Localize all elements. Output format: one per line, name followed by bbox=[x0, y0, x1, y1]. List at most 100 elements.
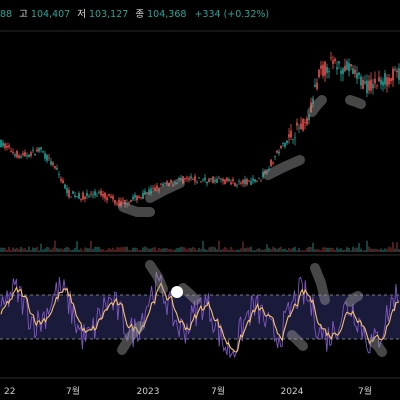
candle-body bbox=[54, 166, 56, 169]
volume-bar bbox=[10, 249, 12, 252]
volume-bar bbox=[218, 240, 220, 252]
candle-body bbox=[76, 196, 78, 198]
candle-body bbox=[334, 58, 336, 62]
volume-bar bbox=[198, 248, 200, 252]
high-value: 104,407 bbox=[30, 9, 71, 20]
candle-body bbox=[144, 191, 146, 196]
candle-body bbox=[142, 192, 144, 199]
candle-body bbox=[312, 98, 314, 104]
candle-body bbox=[204, 177, 206, 181]
candle-body bbox=[42, 151, 44, 153]
indicator-band bbox=[0, 295, 400, 339]
candle-body bbox=[38, 147, 40, 152]
candle-body bbox=[180, 178, 182, 180]
volume-bar bbox=[106, 249, 108, 252]
candle-body bbox=[208, 178, 210, 183]
candle-body bbox=[166, 181, 168, 184]
candle-body bbox=[128, 202, 130, 204]
candle-body bbox=[222, 179, 224, 182]
highlight-mark bbox=[145, 178, 185, 203]
volume-bar bbox=[240, 248, 242, 252]
candle-body bbox=[12, 151, 14, 153]
candle-body bbox=[272, 162, 274, 164]
candle-body bbox=[378, 77, 380, 82]
candle-body bbox=[310, 102, 312, 113]
volume-bar bbox=[2, 247, 4, 252]
volume-bar bbox=[122, 247, 124, 252]
highlight-mark bbox=[145, 260, 168, 294]
x-tick-label: 2024 bbox=[281, 387, 304, 397]
candle-body bbox=[336, 67, 338, 70]
close-label: 종 bbox=[135, 9, 145, 20]
candle-body bbox=[238, 181, 240, 183]
candle-body bbox=[376, 84, 378, 86]
candle-body bbox=[198, 177, 200, 179]
volume-bar bbox=[358, 242, 360, 252]
price-pane[interactable] bbox=[0, 51, 400, 208]
candle-body bbox=[314, 84, 316, 87]
volume-bar bbox=[256, 248, 258, 252]
volume-bar bbox=[292, 247, 294, 252]
candle-body bbox=[396, 70, 398, 73]
candle-body bbox=[82, 192, 84, 200]
candle-body bbox=[44, 153, 46, 159]
volume-bar bbox=[136, 247, 138, 252]
candle-body bbox=[34, 153, 36, 156]
volume-bar bbox=[12, 247, 14, 252]
candle-body bbox=[92, 194, 94, 196]
candle-body bbox=[234, 182, 236, 187]
candle-body bbox=[210, 178, 212, 180]
volume-bar bbox=[208, 247, 210, 252]
volume-bar bbox=[314, 249, 316, 252]
volume-bar bbox=[4, 247, 6, 252]
volume-bar bbox=[204, 248, 206, 252]
low-value: 103,127 bbox=[89, 9, 129, 20]
volume-bar bbox=[24, 248, 26, 252]
candle-body bbox=[254, 179, 256, 182]
volume-bar bbox=[188, 247, 190, 252]
time-axis: 22 7월 2023 7월 2024 7월 bbox=[0, 377, 400, 397]
indicator-pane[interactable] bbox=[0, 271, 400, 359]
volume-bar bbox=[150, 248, 152, 252]
volume-bar bbox=[154, 247, 156, 252]
candle-body bbox=[270, 159, 272, 167]
volume-bar bbox=[342, 250, 344, 252]
volume-bar bbox=[46, 246, 48, 252]
candle-body bbox=[132, 196, 134, 200]
volume-bar bbox=[306, 247, 308, 252]
highlight-mark bbox=[118, 202, 155, 217]
candle-body bbox=[110, 196, 112, 198]
volume-bar bbox=[318, 249, 320, 252]
volume-bar bbox=[168, 249, 170, 252]
candle-body bbox=[294, 137, 296, 139]
candle-body bbox=[230, 182, 232, 185]
candle-body bbox=[112, 196, 114, 200]
volume-bar bbox=[52, 247, 54, 252]
x-tick-label: 7월 bbox=[358, 385, 372, 397]
volume-bar bbox=[308, 246, 310, 252]
volume-bar bbox=[392, 242, 394, 252]
candle-body bbox=[138, 196, 140, 198]
highlight-mark bbox=[263, 155, 305, 180]
candle-body bbox=[298, 127, 300, 129]
candle-body bbox=[32, 149, 34, 151]
low-label: 저 bbox=[77, 9, 86, 20]
candle-body bbox=[206, 181, 208, 184]
candle-body bbox=[70, 196, 72, 198]
candle-body bbox=[288, 134, 290, 138]
volume-bar bbox=[112, 247, 114, 252]
candle-body bbox=[86, 192, 88, 197]
volume-bar bbox=[372, 249, 374, 252]
volume-bar bbox=[284, 248, 286, 252]
candle-body bbox=[98, 192, 100, 193]
volume-bar bbox=[66, 246, 68, 252]
volume-bar bbox=[234, 250, 236, 252]
volume-bar bbox=[132, 247, 134, 252]
volume-bar bbox=[354, 247, 356, 252]
volume-bar bbox=[338, 248, 340, 252]
volume-bar bbox=[220, 249, 222, 252]
candle-body bbox=[0, 140, 2, 147]
volume-bar bbox=[228, 250, 230, 252]
candle-body bbox=[170, 180, 172, 182]
